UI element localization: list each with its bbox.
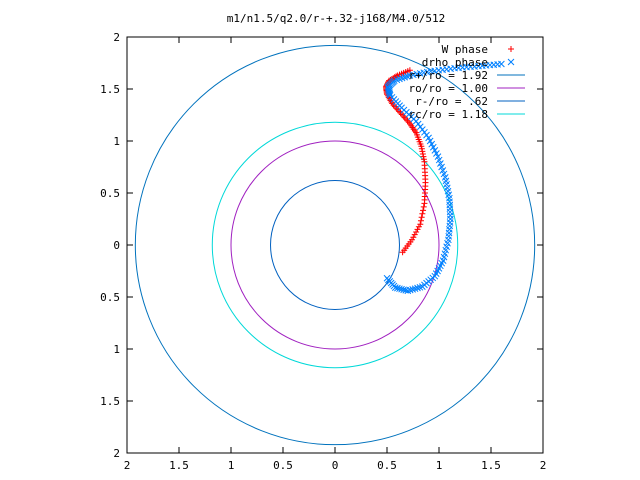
axis-ticks: 2 1.5 1 0.5 0 0.5 1 1.5 221.510.500.511.52 <box>100 31 546 472</box>
x-tick-label-3: 0.5 <box>273 459 293 472</box>
point-0-16 <box>420 207 427 214</box>
point-0-8 <box>411 231 418 238</box>
point-1-6 <box>391 284 399 291</box>
point-0-12 <box>417 221 424 228</box>
y-tick-label-5: 0.5 <box>100 291 120 304</box>
legend-label-3: ro/ro = 1.00 <box>409 82 488 95</box>
legend-label-2: r+/ro = 1.92 <box>409 69 488 82</box>
point-0-90 <box>406 67 413 74</box>
point-0-15 <box>419 210 426 217</box>
y-tick-label-1: 1.5 <box>100 83 120 96</box>
point-0-51 <box>401 114 408 121</box>
point-0-31 <box>420 156 427 163</box>
legend-swatch-0 <box>508 46 514 52</box>
x-tick-label-2: 1 <box>228 459 235 472</box>
point-0-11 <box>415 223 422 230</box>
point-0-32 <box>420 153 427 160</box>
y-tick-label-7: 1.5 <box>100 395 120 408</box>
point-0-55 <box>396 108 403 115</box>
legend-label-1: drho phase <box>422 56 488 69</box>
x-tick-label-8: 2 <box>540 459 547 472</box>
point-0-17 <box>420 203 427 210</box>
point-0-9 <box>413 229 420 235</box>
point-1-126 <box>498 60 505 68</box>
chart-title: m1/n1.5/q2.0/r-+.32-j168/M4.0/512 <box>227 12 446 25</box>
y-tick-label-4: 0 <box>113 239 120 252</box>
point-0-30 <box>421 158 428 165</box>
x-tick-label-1: 1.5 <box>169 459 189 472</box>
point-1-10 <box>400 286 407 294</box>
circle-5 <box>211 121 459 369</box>
x-tick-label-6: 1 <box>436 459 443 472</box>
point-0-14 <box>418 214 425 221</box>
x-tick-label-4: 0 <box>332 459 339 472</box>
point-0-34 <box>419 148 426 155</box>
y-tick-label-6: 1 <box>113 343 120 356</box>
point-1-8 <box>396 285 403 293</box>
point-0-10 <box>414 226 421 233</box>
point-1-89 <box>385 84 392 92</box>
circle-2 <box>134 44 536 446</box>
x-tick-label-0: 2 <box>124 459 131 472</box>
y-tick-label-2: 1 <box>113 135 120 148</box>
y-tick-label-0: 2 <box>113 31 120 44</box>
point-1-9 <box>398 285 405 293</box>
y-tick-label-3: 0.5 <box>100 187 120 200</box>
point-1-13 <box>406 286 414 294</box>
circle-3 <box>230 140 440 350</box>
point-1-15 <box>411 285 419 293</box>
x-tick-label-5: 0.5 <box>377 459 397 472</box>
point-1-12 <box>404 287 412 295</box>
point-0-33 <box>419 151 426 157</box>
legend-label-4: r-/ro = .62 <box>415 95 488 108</box>
legend-label-0: W phase <box>442 43 488 56</box>
point-1-7 <box>394 284 401 292</box>
point-1-14 <box>409 286 417 293</box>
reference-circles <box>134 44 536 446</box>
point-1-17 <box>416 283 424 291</box>
point-0-13 <box>417 217 424 224</box>
point-0-7 <box>410 234 417 241</box>
legend-label-5: rc/ro = 1.18 <box>409 108 488 121</box>
circle-4 <box>270 180 400 310</box>
point-0-35 <box>418 145 425 152</box>
point-1-16 <box>414 284 421 292</box>
x-tick-label-7: 1.5 <box>481 459 501 472</box>
phase-points <box>382 60 505 295</box>
y-tick-label-8: 2 <box>113 447 120 460</box>
point-0-6 <box>408 236 415 243</box>
legend-swatch-1 <box>507 58 515 66</box>
